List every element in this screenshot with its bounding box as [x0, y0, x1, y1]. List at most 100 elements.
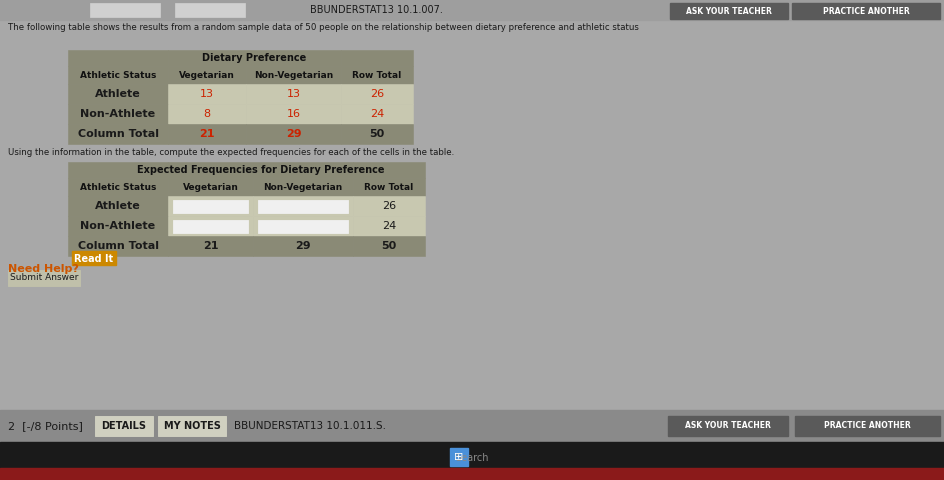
FancyBboxPatch shape: [0, 410, 944, 442]
FancyBboxPatch shape: [253, 236, 353, 256]
FancyBboxPatch shape: [353, 196, 425, 216]
FancyBboxPatch shape: [246, 66, 341, 84]
Text: Non-Athlete: Non-Athlete: [80, 221, 156, 231]
Text: 24: 24: [382, 221, 396, 231]
FancyBboxPatch shape: [168, 196, 253, 216]
Text: PRACTICE ANOTHER: PRACTICE ANOTHER: [822, 7, 909, 15]
FancyBboxPatch shape: [168, 178, 253, 196]
FancyBboxPatch shape: [670, 3, 788, 19]
FancyBboxPatch shape: [0, 468, 944, 480]
Text: 21: 21: [199, 129, 214, 139]
Text: Athlete: Athlete: [95, 89, 141, 99]
Text: Row Total: Row Total: [352, 71, 401, 80]
FancyBboxPatch shape: [90, 3, 160, 17]
FancyBboxPatch shape: [246, 104, 341, 124]
FancyBboxPatch shape: [353, 162, 425, 178]
FancyBboxPatch shape: [341, 66, 413, 84]
FancyBboxPatch shape: [68, 216, 168, 236]
FancyBboxPatch shape: [68, 104, 168, 124]
FancyBboxPatch shape: [68, 178, 168, 196]
Text: BBUNDERSTAT13 10.1.007.: BBUNDERSTAT13 10.1.007.: [310, 5, 443, 15]
FancyBboxPatch shape: [173, 200, 248, 213]
Text: Vegetarian: Vegetarian: [179, 71, 235, 80]
Text: ASK YOUR TEACHER: ASK YOUR TEACHER: [685, 421, 771, 431]
FancyBboxPatch shape: [341, 104, 413, 124]
Text: Vegetarian: Vegetarian: [182, 182, 239, 192]
Text: ⊞: ⊞: [454, 452, 464, 462]
Text: 24: 24: [370, 109, 384, 119]
FancyBboxPatch shape: [246, 124, 341, 144]
FancyBboxPatch shape: [0, 442, 944, 480]
FancyBboxPatch shape: [68, 66, 168, 84]
Text: 26: 26: [382, 201, 396, 211]
FancyBboxPatch shape: [795, 416, 940, 436]
FancyBboxPatch shape: [353, 216, 425, 236]
FancyBboxPatch shape: [792, 3, 940, 19]
FancyBboxPatch shape: [168, 216, 253, 236]
FancyBboxPatch shape: [68, 84, 168, 104]
FancyBboxPatch shape: [68, 50, 168, 66]
FancyBboxPatch shape: [450, 448, 468, 466]
FancyBboxPatch shape: [173, 220, 248, 233]
FancyBboxPatch shape: [246, 84, 341, 104]
FancyBboxPatch shape: [68, 196, 168, 216]
Text: The following table shows the results from a random sample data of 50 people on : The following table shows the results fr…: [8, 23, 639, 32]
Text: Search: Search: [455, 453, 489, 463]
FancyBboxPatch shape: [68, 162, 168, 178]
FancyBboxPatch shape: [168, 104, 246, 124]
Text: DETAILS: DETAILS: [102, 421, 146, 431]
FancyBboxPatch shape: [353, 236, 425, 256]
Text: 50: 50: [381, 241, 396, 251]
Text: Using the information in the table, compute the expected frequencies for each of: Using the information in the table, comp…: [8, 148, 454, 157]
Text: MY NOTES: MY NOTES: [163, 421, 221, 431]
Text: Expected Frequencies for Dietary Preference: Expected Frequencies for Dietary Prefere…: [137, 165, 384, 175]
FancyBboxPatch shape: [158, 416, 226, 436]
Text: Column Total: Column Total: [77, 241, 159, 251]
FancyBboxPatch shape: [668, 416, 788, 436]
FancyBboxPatch shape: [168, 84, 246, 104]
FancyBboxPatch shape: [168, 50, 341, 66]
Text: 13: 13: [286, 89, 300, 99]
Text: BBUNDERSTAT13 10.1.011.S.: BBUNDERSTAT13 10.1.011.S.: [234, 421, 386, 431]
Text: Athletic Status: Athletic Status: [80, 182, 156, 192]
Text: 21: 21: [203, 241, 218, 251]
Text: 29: 29: [286, 129, 301, 139]
FancyBboxPatch shape: [168, 124, 246, 144]
FancyBboxPatch shape: [253, 216, 353, 236]
FancyBboxPatch shape: [341, 84, 413, 104]
Text: Athletic Status: Athletic Status: [80, 71, 156, 80]
Text: Need Help?: Need Help?: [8, 264, 79, 274]
FancyBboxPatch shape: [168, 162, 353, 178]
Text: 8: 8: [204, 109, 211, 119]
FancyBboxPatch shape: [0, 0, 944, 20]
Text: Dietary Preference: Dietary Preference: [202, 53, 307, 63]
Text: Row Total: Row Total: [364, 182, 413, 192]
FancyBboxPatch shape: [253, 196, 353, 216]
FancyBboxPatch shape: [341, 124, 413, 144]
FancyBboxPatch shape: [175, 3, 245, 17]
FancyBboxPatch shape: [168, 236, 253, 256]
Text: Non-Vegetarian: Non-Vegetarian: [254, 71, 333, 80]
Text: 50: 50: [369, 129, 384, 139]
FancyBboxPatch shape: [68, 124, 168, 144]
FancyBboxPatch shape: [72, 251, 116, 265]
Text: Column Total: Column Total: [77, 129, 159, 139]
Text: Read It: Read It: [75, 253, 113, 264]
FancyBboxPatch shape: [253, 178, 353, 196]
FancyBboxPatch shape: [258, 200, 348, 213]
Text: PRACTICE ANOTHER: PRACTICE ANOTHER: [823, 421, 910, 431]
Text: 16: 16: [286, 109, 300, 119]
FancyBboxPatch shape: [341, 50, 413, 66]
FancyBboxPatch shape: [258, 220, 348, 233]
FancyBboxPatch shape: [168, 66, 246, 84]
FancyBboxPatch shape: [95, 416, 153, 436]
Text: Non-Athlete: Non-Athlete: [80, 109, 156, 119]
Text: Non-Vegetarian: Non-Vegetarian: [263, 182, 343, 192]
FancyBboxPatch shape: [68, 236, 168, 256]
Text: 29: 29: [295, 241, 311, 251]
Text: 2  [-/8 Points]: 2 [-/8 Points]: [8, 421, 83, 431]
Text: ASK YOUR TEACHER: ASK YOUR TEACHER: [686, 7, 772, 15]
FancyBboxPatch shape: [8, 270, 80, 286]
Text: 13: 13: [200, 89, 214, 99]
Text: Athlete: Athlete: [95, 201, 141, 211]
